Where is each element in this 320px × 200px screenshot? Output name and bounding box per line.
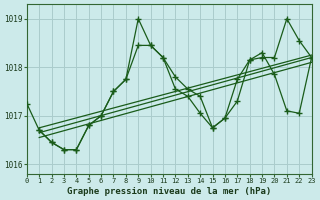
X-axis label: Graphe pression niveau de la mer (hPa): Graphe pression niveau de la mer (hPa) <box>67 187 271 196</box>
